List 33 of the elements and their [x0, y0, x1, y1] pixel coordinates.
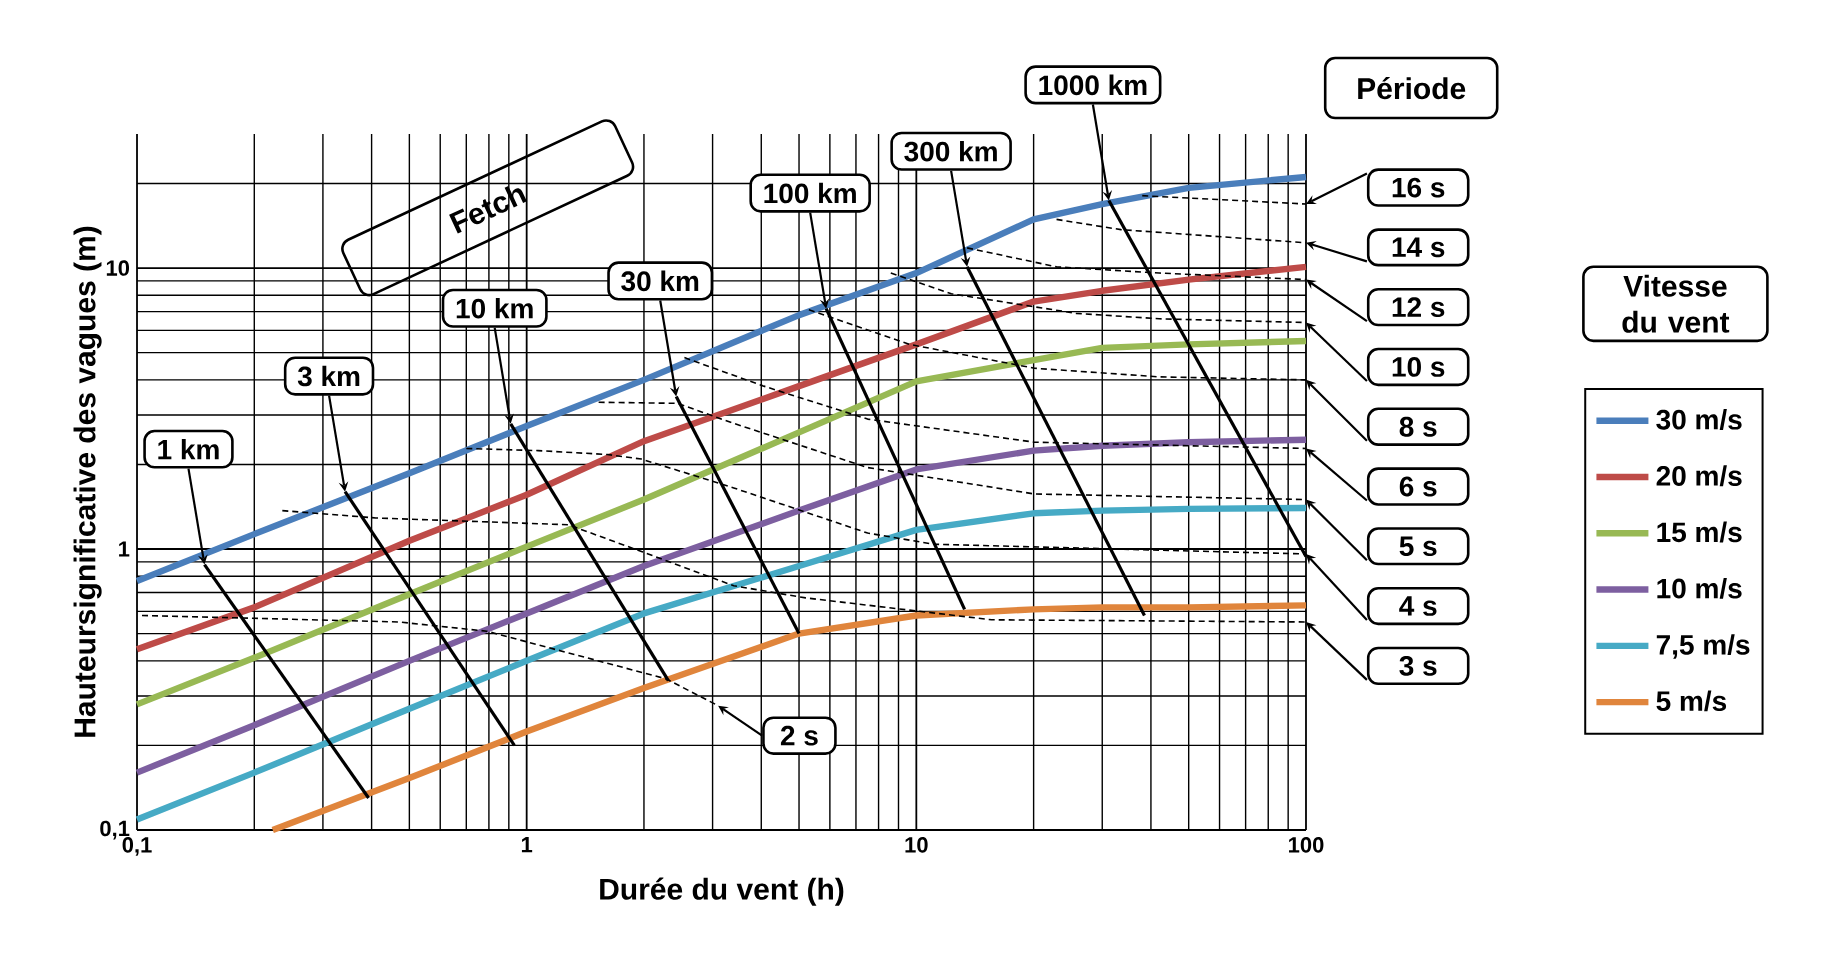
annotation: 6 s — [1399, 476, 1437, 497]
x-axis-title: Durée du vent (h) — [600, 877, 844, 906]
annotation: 1000 km — [1039, 74, 1147, 96]
annotation: 4 s — [1399, 596, 1437, 616]
legend-label: 15 m/s — [1657, 521, 1742, 543]
annotation: 300 km — [904, 140, 997, 162]
legend-label: 7,5 m/s — [1656, 634, 1750, 659]
y-tick-label: 10 — [106, 260, 130, 276]
x-tick-label: 100 — [1289, 837, 1324, 853]
annotation: 8 s — [1399, 416, 1437, 437]
annotation: 3 s — [1399, 655, 1437, 676]
annotation: 14 s — [1392, 237, 1445, 258]
y-tick-label: 1 — [119, 541, 130, 557]
text: Période — [1358, 76, 1466, 100]
legend-label: 5 m/s — [1656, 690, 1727, 712]
annotation: 1 km — [158, 439, 219, 460]
legend-title: Vitesse du vent — [1622, 274, 1730, 333]
annotation: 10 s — [1392, 357, 1445, 377]
annotation: 3 km — [297, 365, 360, 387]
legend-label: 10 m/s — [1657, 577, 1742, 599]
y-axis-title: Hauteursignificative des vagues (m) — [73, 226, 102, 737]
annotation: Fetch — [449, 186, 527, 234]
annotation: 10 km — [456, 297, 533, 319]
annotation: 100 km — [764, 182, 856, 204]
legend-label: 30 m/s — [1656, 409, 1742, 430]
annotation: 16 s — [1392, 177, 1445, 198]
x-tick-label: 10 — [905, 837, 928, 853]
annotation: 30 km — [621, 270, 699, 292]
annotation: 12 s — [1392, 297, 1445, 318]
legend-label: 20 m/s — [1656, 465, 1742, 487]
x-tick-label: 1 — [521, 837, 533, 853]
annotation: 5 s — [1399, 536, 1437, 557]
annotation: 2 s — [780, 725, 818, 746]
